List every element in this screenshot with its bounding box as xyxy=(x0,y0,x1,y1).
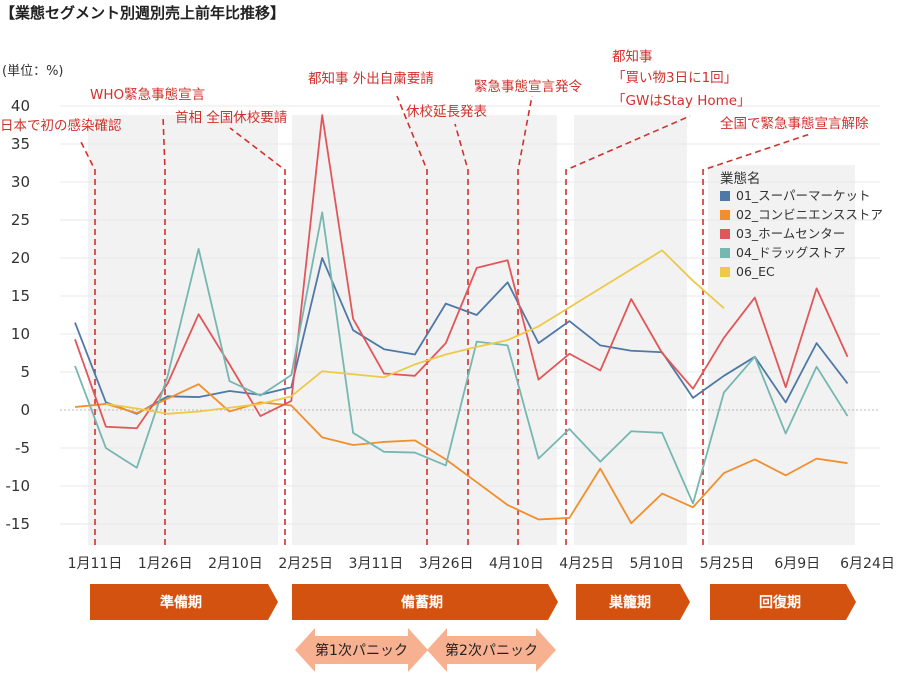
panic-arrow-1 xyxy=(295,628,428,672)
annotation-7: 都知事 xyxy=(612,48,653,65)
panic-arrow-2 xyxy=(427,628,556,672)
legend-swatch-3 xyxy=(720,229,730,239)
annotation-2: WHO緊急事態宣言 xyxy=(90,87,205,103)
phase-arrow-1 xyxy=(90,584,278,620)
annotation-10: 全国で緊急事態宣言解除 xyxy=(720,115,869,132)
series-line-2 xyxy=(74,383,848,525)
y-tick-label: -10 xyxy=(6,477,31,495)
phase-arrow-3 xyxy=(576,584,690,620)
event-line-2 xyxy=(162,115,166,545)
panic-label-2: 第2次パニック xyxy=(445,642,538,659)
x-tick-label: 3月11日 xyxy=(349,556,404,572)
annotation-4: 都知事 外出自粛要請 xyxy=(308,70,434,87)
legend-label-1: 01_スーパーマーケット xyxy=(736,188,871,203)
gridlines xyxy=(60,105,880,525)
x-tick-label: 2月25日 xyxy=(278,556,333,572)
chart-title: 【業態セグメント別週別売上前年比推移】 xyxy=(0,4,286,22)
x-tick-label: 4月10日 xyxy=(489,556,544,572)
phase-arrows: 準備期 備蓄期 巣籠期 回復期 xyxy=(90,584,856,620)
x-tick-label: 2月10日 xyxy=(208,556,263,572)
legend-label-3: 03_ホームセンター xyxy=(736,226,845,241)
panic-label-1: 第1次パニック xyxy=(315,642,408,659)
legend-swatch-2 xyxy=(720,210,730,220)
legend-label-5: 06_EC xyxy=(736,264,775,279)
y-tick-label: 15 xyxy=(11,287,30,305)
annotation-9: 「GWはStay Home」 xyxy=(612,93,751,109)
legend-label-4: 04_ドラッグストア xyxy=(736,245,846,260)
phase-arrow-4 xyxy=(710,584,856,620)
x-tick-label: 1月11日 xyxy=(68,556,123,572)
annotation-8: 「買い物3日に1回」 xyxy=(612,70,737,86)
phase-band-1 xyxy=(88,115,278,545)
x-tick-label: 5月10日 xyxy=(629,556,684,572)
y-tick-label: 30 xyxy=(11,173,30,191)
y-tick-label: 25 xyxy=(11,211,30,229)
event-line-4 xyxy=(396,95,428,545)
annotation-3: 首相 全国休校要請 xyxy=(175,109,287,126)
legend-title: 業態名 xyxy=(720,171,761,187)
annotation-6: 緊急事態宣言発令 xyxy=(474,79,582,95)
x-tick-label: 6月9日 xyxy=(774,556,820,572)
background-bands xyxy=(88,115,855,545)
legend-swatch-1 xyxy=(720,191,730,201)
phase-label-4: 回復期 xyxy=(759,594,801,611)
event-line-3 xyxy=(229,127,286,545)
legend-swatch-4 xyxy=(720,248,730,258)
phase-arrow-2 xyxy=(292,584,558,620)
legend-swatch-5 xyxy=(720,267,730,277)
y-tick-label: 0 xyxy=(20,401,30,419)
event-line-8 xyxy=(702,133,811,545)
phase-label-1: 準備期 xyxy=(160,594,202,611)
phase-band-2 xyxy=(292,115,557,545)
event-line-6 xyxy=(517,95,533,545)
y-tick-label: 20 xyxy=(11,249,30,267)
annotation-5: 休校延長発表 xyxy=(406,103,487,120)
event-line-7 xyxy=(565,115,691,545)
x-tick-label: 5月25日 xyxy=(700,556,755,572)
x-tick-label: 3月26日 xyxy=(419,556,474,572)
x-tick-label: 4月25日 xyxy=(559,556,614,572)
y-tick-label: -15 xyxy=(6,515,31,533)
panic-arrows: 第1次パニック 第2次パニック xyxy=(295,628,556,672)
y-tick-label: -5 xyxy=(15,439,30,457)
legend-label-2: 02_コンビニエンスストア xyxy=(736,207,883,222)
event-line-5 xyxy=(454,123,469,545)
annotation-1: 日本で初の感染確認 xyxy=(0,117,122,134)
series-line-5 xyxy=(105,249,725,415)
y-tick-label: 40 xyxy=(11,97,30,115)
phase-label-2: 備蓄期 xyxy=(401,594,443,611)
unit-label: (単位：%) xyxy=(2,64,64,79)
series-line-3 xyxy=(74,114,849,430)
series-line-1 xyxy=(74,257,849,415)
x-axis-ticks: 1月11日 1月26日 2月10日 2月25日 3月11日 3月26日 4月10日 4月25日… xyxy=(68,556,895,572)
series-line-4 xyxy=(74,211,849,505)
y-tick-label: 5 xyxy=(20,363,30,381)
y-axis-ticks: -15 -10 -5 0 5 10 15 20 25 30 35 40 xyxy=(6,97,31,533)
band-gap xyxy=(708,115,855,165)
x-tick-label: 1月26日 xyxy=(138,556,193,572)
y-tick-label: 10 xyxy=(11,325,30,343)
series-lines xyxy=(74,114,849,525)
phase-band-3 xyxy=(574,115,687,545)
x-tick-label: 6月24日 xyxy=(840,556,895,572)
phase-label-3: 巣籠期 xyxy=(608,594,651,611)
y-tick-label: 35 xyxy=(11,135,30,153)
